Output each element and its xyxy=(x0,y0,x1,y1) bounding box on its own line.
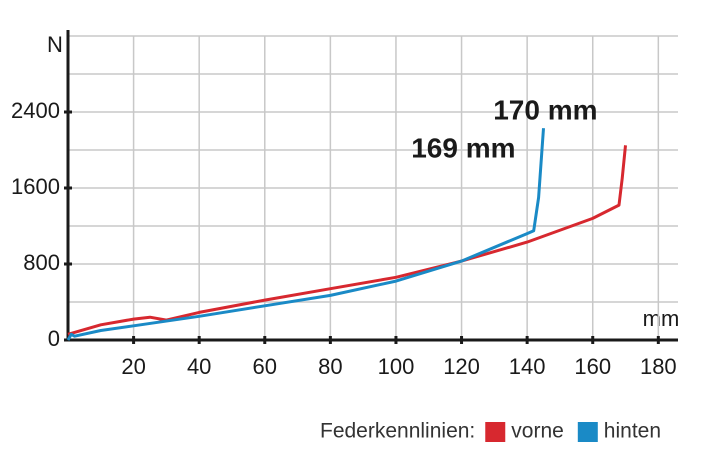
y-tick-label: 0 xyxy=(48,326,60,351)
x-tick-label: 40 xyxy=(187,354,211,379)
x-tick-label: 120 xyxy=(443,354,480,379)
y-tick-label: 1600 xyxy=(11,174,60,199)
legend-label: vorne xyxy=(511,420,564,443)
x-axis-label: mm xyxy=(643,306,680,331)
y-axis-label: N xyxy=(47,32,63,57)
x-tick-label: 100 xyxy=(378,354,415,379)
y-tick-label: 2400 xyxy=(11,98,60,123)
x-tick-label: 180 xyxy=(640,354,677,379)
legend: Federkennlinien: vorne hinten xyxy=(320,420,661,443)
annotation: 170 mm xyxy=(493,94,597,125)
legend-swatch xyxy=(485,422,506,442)
legend-label: hinten xyxy=(604,420,661,443)
x-tick-label: 80 xyxy=(318,354,342,379)
x-tick-label: 160 xyxy=(574,354,611,379)
x-tick-label: 140 xyxy=(509,354,546,379)
x-tick-label: 20 xyxy=(121,354,145,379)
series-line xyxy=(66,128,545,341)
x-tick-label: 60 xyxy=(253,354,277,379)
y-tick-label: 800 xyxy=(23,250,60,275)
series-line xyxy=(67,145,627,336)
legend-title: Federkennlinien: xyxy=(320,420,475,443)
legend-swatch xyxy=(577,422,598,442)
annotation: 169 mm xyxy=(411,132,515,163)
